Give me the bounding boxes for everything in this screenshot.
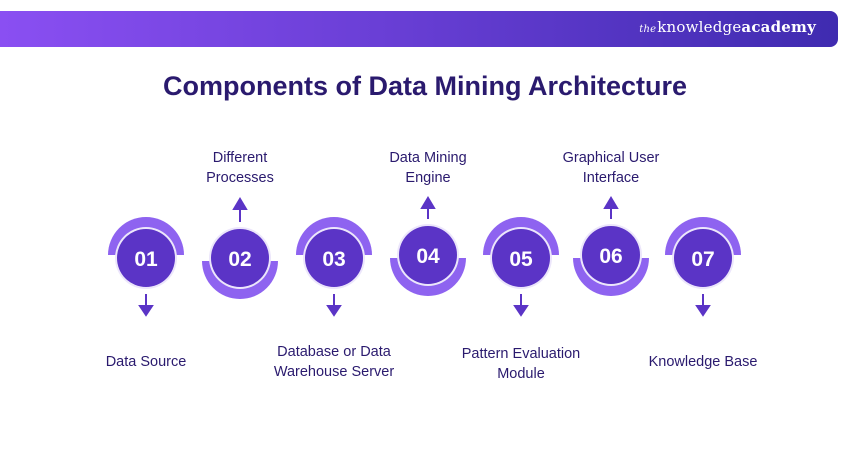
step-06: 06	[573, 196, 649, 296]
step-06-label-line-1: Graphical User	[562, 150, 660, 166]
step-06-label: Graphical User Interface	[541, 148, 681, 188]
step-01-number: 01	[134, 248, 158, 271]
step-02: 02	[202, 197, 278, 299]
step-06-number: 06	[599, 245, 622, 268]
page-title: Components of Data Mining Architecture	[162, 71, 688, 101]
step-07-arrow	[695, 294, 711, 317]
step-03-circle	[305, 229, 363, 287]
step-02-number: 02	[228, 248, 251, 271]
step-05-label-line-2: Module	[497, 366, 545, 382]
step-01-circle	[117, 229, 175, 287]
step-05-arrow	[513, 294, 529, 317]
step-05: 05	[483, 217, 559, 317]
step-05-label: Pattern Evaluation Module	[441, 344, 601, 384]
step-03-label-line-2: Warehouse Server	[273, 364, 395, 380]
step-01-label-line-1: Data Source	[105, 354, 187, 370]
step-06-arrow	[603, 196, 619, 219]
step-02-label: Different Processes	[180, 148, 300, 188]
step-04-arrow	[420, 196, 436, 219]
step-05-label-line-1: Pattern Evaluation	[461, 346, 581, 362]
step-06-label-line-2: Interface	[582, 170, 640, 186]
step-02-circle	[211, 229, 269, 287]
step-04: 04	[390, 196, 466, 296]
step-03-number: 03	[322, 248, 345, 271]
step-03-label: Database or Data Warehouse Server	[254, 342, 414, 382]
step-06-circle	[582, 226, 640, 284]
step-07: 07	[665, 217, 741, 317]
step-03-label-line-1: Database or Data	[277, 344, 391, 360]
step-02-label-line-2: Processes	[206, 170, 274, 186]
step-02-label-line-1: Different	[212, 150, 268, 166]
step-07-label: Knowledge Base	[628, 352, 778, 372]
step-04-label-line-1: Data Mining	[389, 150, 467, 166]
step-01: 01	[108, 217, 184, 317]
step-04-label-line-2: Engine	[405, 170, 451, 186]
header-banner: theknowledgeacademy	[0, 11, 838, 47]
step-07-label-line-1: Knowledge Base	[648, 354, 758, 370]
step-01-label: Data Source	[86, 352, 206, 372]
step-01-arrow	[138, 294, 154, 317]
step-04-circle	[399, 226, 457, 284]
step-05-number: 05	[509, 248, 533, 271]
step-04-label: Data Mining Engine	[368, 148, 488, 188]
step-07-number: 07	[691, 248, 714, 271]
step-04-number: 04	[416, 245, 440, 268]
step-07-circle	[674, 229, 732, 287]
step-03-arrow	[326, 294, 342, 317]
brand-logo: theknowledgeacademy	[639, 18, 816, 36]
step-02-arrow	[232, 197, 248, 222]
step-05-circle	[492, 229, 550, 287]
step-03: 03	[296, 217, 372, 317]
